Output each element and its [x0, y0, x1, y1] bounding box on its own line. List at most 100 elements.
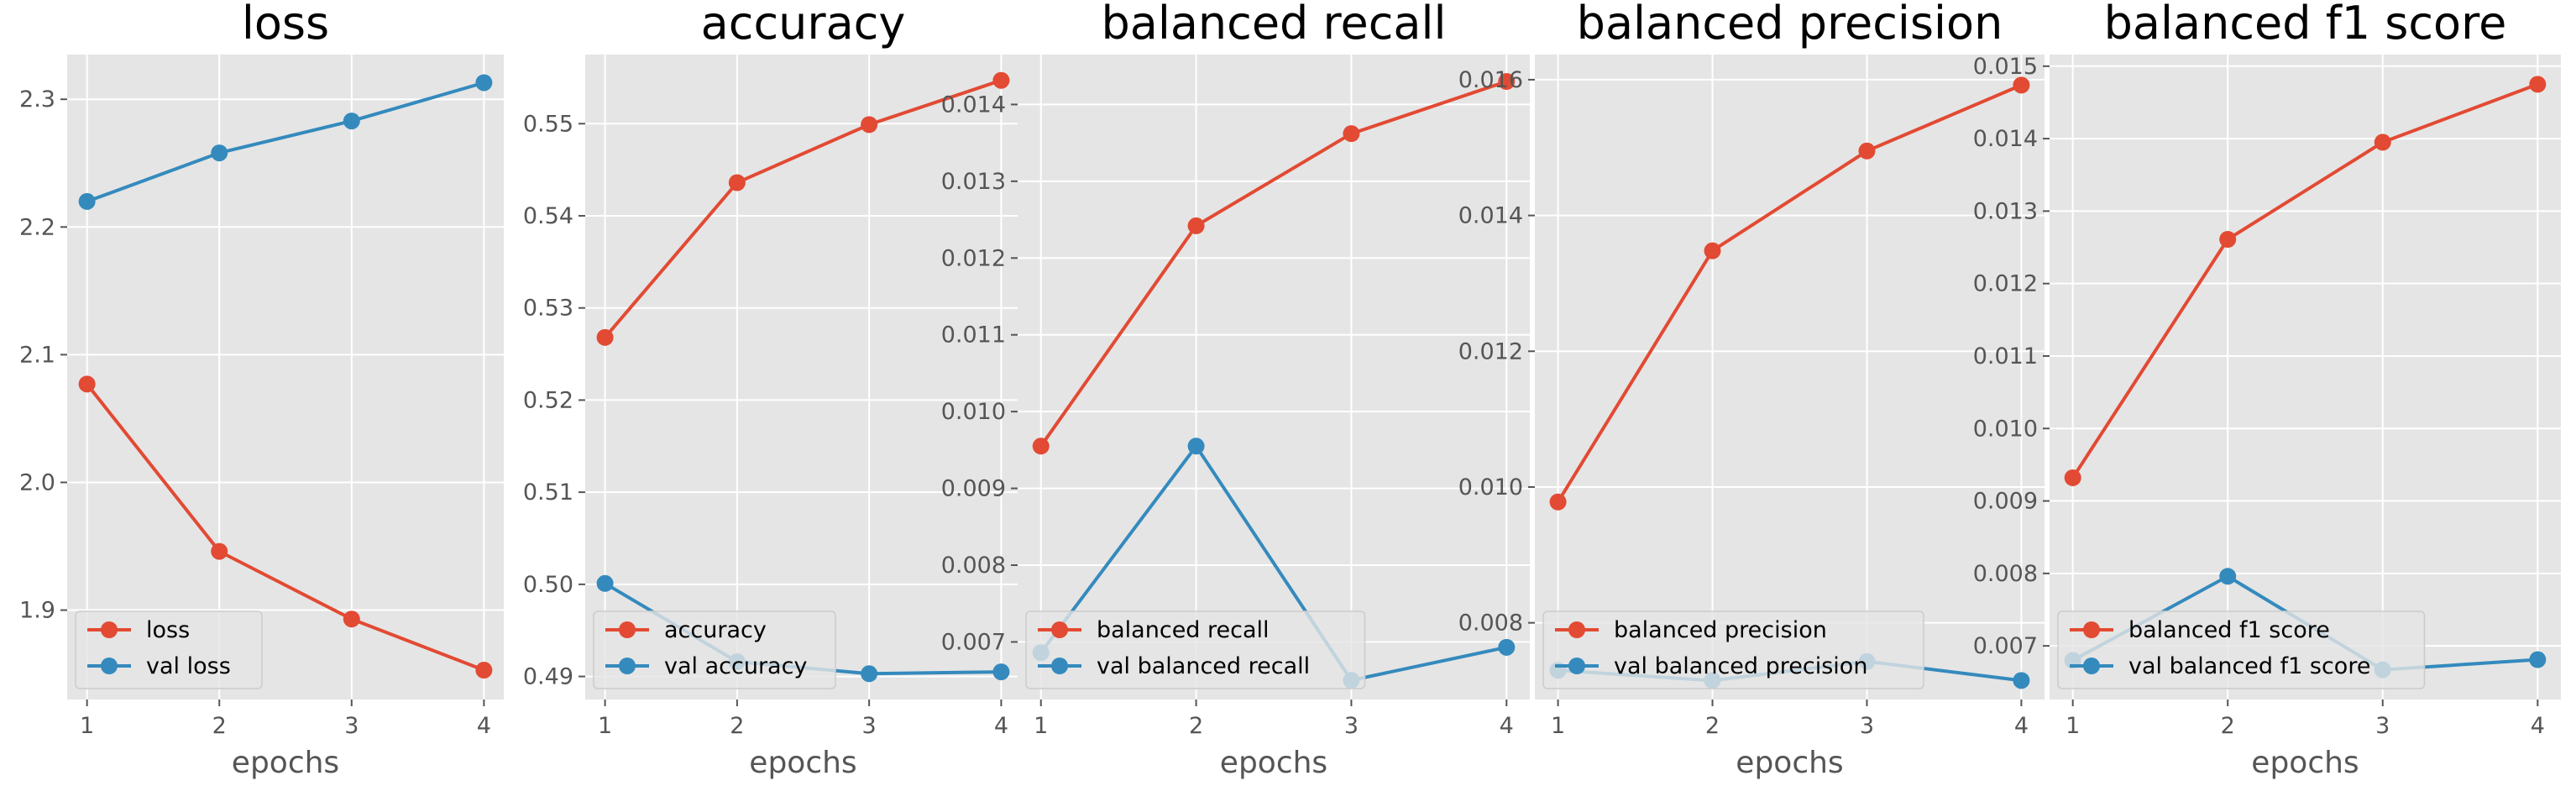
y-tick-label: 0.008 — [1973, 561, 2038, 587]
y-tick-label: 0.014 — [1973, 126, 2038, 152]
y-tick-label: 0.012 — [1458, 338, 1523, 364]
series-line-train — [86, 383, 485, 672]
y-tick-label: 0.007 — [1973, 633, 2038, 659]
legend-box — [1542, 610, 1924, 689]
y-tick-label: 0.012 — [1973, 271, 2038, 297]
x-axis-label: epochs — [2251, 746, 2359, 780]
data-point — [1343, 125, 1360, 143]
data-point — [992, 71, 1010, 89]
x-axis-label: epochs — [232, 746, 339, 780]
x-tick-label: 2 — [1705, 713, 1720, 739]
y-tick-label: 0.010 — [1973, 416, 2038, 442]
series-line-val — [86, 81, 484, 203]
legend-label: loss — [146, 617, 190, 643]
y-tick-label: 0.014 — [941, 92, 1006, 118]
legend-label: balanced recall — [1097, 617, 1270, 643]
y-tick-label: 2.3 — [19, 86, 55, 113]
plot-area — [1535, 55, 2045, 700]
legend-marker — [1051, 658, 1068, 674]
x-tick-label: 1 — [80, 713, 94, 739]
y-tick-label: 0.010 — [1458, 474, 1523, 500]
legend-label: val loss — [146, 653, 231, 679]
legend-label: val balanced precision — [1614, 653, 1867, 679]
legend-box — [593, 610, 836, 689]
legend-marker — [619, 621, 636, 638]
x-tick-label: 2 — [730, 713, 744, 739]
y-tick-label: 2.0 — [19, 469, 55, 495]
data-point — [1187, 217, 1205, 234]
data-point — [1498, 73, 1516, 90]
y-tick-label: 0.51 — [523, 479, 573, 506]
y-tick-label: 0.008 — [941, 553, 1006, 579]
data-point — [343, 610, 360, 628]
plot-area — [1018, 55, 1530, 700]
chart-panel-3: 0.007 0.008 0.009 0.010 0.011 0.012 0.013 0.014… — [941, 0, 1530, 780]
chart-title: accuracy — [701, 0, 906, 50]
y-tick-label: 0.49 — [523, 664, 573, 690]
data-point — [78, 375, 96, 393]
x-tick-label: 3 — [862, 713, 877, 739]
data-point — [596, 328, 614, 346]
y-tick-label: 0.013 — [1973, 198, 2038, 224]
legend-label: val balanced f1 score — [2128, 653, 2370, 679]
plot-area — [2050, 55, 2561, 700]
data-point — [211, 144, 228, 162]
data-point — [2219, 568, 2237, 585]
y-tick-label: 0.52 — [523, 387, 573, 413]
y-tick-label: 0.012 — [941, 245, 1006, 271]
data-point — [1187, 438, 1205, 455]
data-point — [861, 665, 878, 683]
legend-label: balanced precision — [1614, 617, 1827, 643]
series-line-val — [1039, 443, 1507, 683]
x-tick-label: 3 — [344, 713, 359, 739]
chart-title: balanced precision — [1577, 0, 2003, 50]
chart-panel-5: 0.007 0.008 0.009 0.010 0.011 0.012 0.013 0.014… — [1973, 0, 2561, 780]
y-tick-label: 1.9 — [19, 598, 55, 624]
x-tick-label: 1 — [598, 713, 612, 739]
legend-label: accuracy — [664, 617, 767, 643]
y-tick-label: 0.010 — [941, 399, 1006, 425]
legend-label: balanced f1 score — [2128, 617, 2330, 643]
data-point — [728, 174, 746, 191]
y-tick-label: 0.014 — [1458, 203, 1523, 229]
data-point — [1858, 142, 1876, 160]
data-point — [2529, 651, 2547, 668]
y-tick-label: 0.013 — [941, 169, 1006, 195]
data-point — [1032, 438, 1050, 455]
legend-label: val balanced recall — [1097, 653, 1310, 679]
x-tick-label: 1 — [1551, 713, 1565, 739]
y-tick-label: 0.015 — [1973, 54, 2038, 80]
data-point — [2219, 231, 2237, 249]
x-axis-label: epochs — [1736, 746, 1843, 780]
data-point — [596, 574, 614, 592]
legend-marker — [2083, 621, 2100, 638]
data-point — [2013, 76, 2030, 94]
series-line-train — [2071, 82, 2539, 479]
x-axis-label: epochs — [749, 746, 856, 780]
y-tick-label: 0.008 — [1458, 610, 1523, 637]
data-point — [78, 192, 96, 210]
plot-area — [585, 55, 1021, 700]
y-tick-label: 0.011 — [941, 322, 1006, 348]
data-point — [861, 116, 878, 134]
series-line-train — [604, 78, 1003, 339]
y-tick-label: 0.016 — [1458, 67, 1523, 93]
x-tick-label: 4 — [2531, 713, 2545, 739]
y-tick-label: 0.55 — [523, 111, 573, 137]
y-tick-label: 2.1 — [19, 342, 55, 368]
series-line-train — [1039, 80, 1507, 448]
legend-label: val accuracy — [664, 653, 807, 679]
legend-marker — [619, 658, 636, 674]
data-point — [2374, 134, 2391, 151]
x-tick-label: 1 — [2066, 713, 2080, 739]
y-tick-label: 0.011 — [1973, 343, 2038, 369]
y-tick-label: 0.009 — [1973, 489, 2038, 515]
legend-marker — [101, 621, 118, 638]
y-tick-label: 0.009 — [941, 476, 1006, 502]
chart-panel-4: 0.008 0.010 0.012 0.014 0.016 1 2 3 4 balanced pr… — [1458, 0, 2045, 780]
data-point — [1549, 493, 1567, 511]
series-line-train — [1556, 83, 2023, 503]
y-tick-label: 0.54 — [523, 203, 573, 229]
x-axis-label: epochs — [1220, 746, 1327, 780]
